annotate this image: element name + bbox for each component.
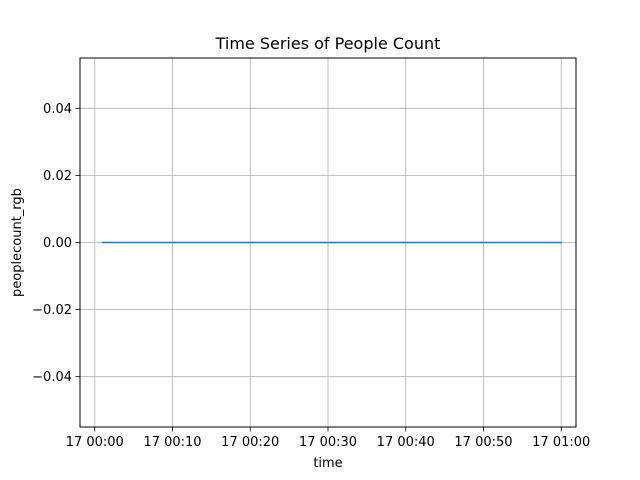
y-axis-label: peoplecount_rgb	[10, 188, 25, 297]
chart-title: Time Series of People Count	[215, 34, 441, 53]
y-tick-label: 0.04	[43, 102, 72, 117]
x-tick-label: 17 00:10	[143, 435, 201, 450]
x-tick-label: 17 00:50	[454, 435, 512, 450]
x-tick-label: 17 00:20	[221, 435, 279, 450]
x-tick-label: 17 00:30	[299, 435, 357, 450]
x-axis-ticks: 17 00:00 17 00:10 17 00:20 17 00:30 17 00:40…	[66, 427, 590, 450]
y-tick-label: 0.02	[43, 169, 72, 184]
x-tick-label: 17 00:40	[377, 435, 435, 450]
y-tick-label: −0.02	[32, 303, 72, 318]
y-tick-label: 0.00	[43, 236, 72, 251]
x-tick-label: 17 01:00	[532, 435, 590, 450]
y-tick-label: −0.04	[32, 370, 72, 385]
x-tick-label: 17 00:00	[66, 435, 124, 450]
x-axis-label: time	[313, 456, 342, 471]
y-axis-ticks: −0.04 −0.02 0.00 0.02 0.04	[32, 102, 80, 385]
